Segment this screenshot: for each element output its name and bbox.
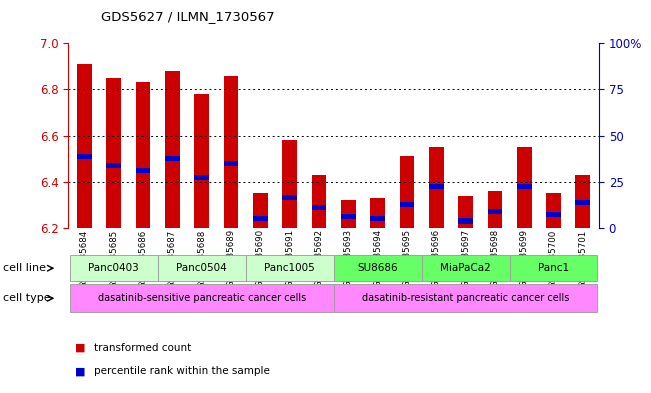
Bar <box>341 200 355 228</box>
Bar <box>370 216 385 221</box>
Bar <box>341 214 355 219</box>
Bar <box>488 191 502 228</box>
Bar <box>283 195 297 200</box>
Bar <box>429 184 443 189</box>
Bar <box>77 154 92 159</box>
Bar <box>253 193 268 228</box>
Bar <box>312 205 326 210</box>
Bar <box>77 64 92 228</box>
Bar <box>165 71 180 228</box>
Bar <box>517 147 531 228</box>
Bar <box>458 219 473 224</box>
Bar <box>165 156 180 161</box>
Bar <box>370 198 385 228</box>
Text: Panc1: Panc1 <box>538 263 569 273</box>
Text: ■: ■ <box>75 366 85 376</box>
Bar <box>136 83 150 228</box>
Bar <box>546 211 561 217</box>
Bar <box>458 196 473 228</box>
Text: Panc0504: Panc0504 <box>176 263 227 273</box>
Bar <box>195 174 209 180</box>
Text: percentile rank within the sample: percentile rank within the sample <box>94 366 270 376</box>
Bar <box>400 202 414 208</box>
Bar <box>575 175 590 228</box>
Bar <box>224 161 238 166</box>
Bar <box>546 193 561 228</box>
Bar <box>283 140 297 228</box>
Text: MiaPaCa2: MiaPaCa2 <box>440 263 491 273</box>
Bar <box>107 163 121 168</box>
Bar <box>224 75 238 228</box>
Text: dasatinib-resistant pancreatic cancer cells: dasatinib-resistant pancreatic cancer ce… <box>362 293 569 303</box>
Bar <box>488 209 502 214</box>
Bar <box>136 168 150 173</box>
Bar <box>575 200 590 205</box>
Text: cell line: cell line <box>3 263 46 273</box>
Text: GDS5627 / ILMN_1730567: GDS5627 / ILMN_1730567 <box>101 10 275 23</box>
Text: Panc0403: Panc0403 <box>89 263 139 273</box>
Bar <box>107 78 121 228</box>
Bar <box>517 184 531 189</box>
Bar <box>429 147 443 228</box>
Text: SU8686: SU8686 <box>357 263 398 273</box>
Text: cell type: cell type <box>3 293 51 303</box>
Bar <box>253 216 268 221</box>
Bar <box>312 175 326 228</box>
Bar <box>400 156 414 228</box>
Text: transformed count: transformed count <box>94 343 191 353</box>
Bar <box>195 94 209 228</box>
Text: ■: ■ <box>75 343 85 353</box>
Text: Panc1005: Panc1005 <box>264 263 315 273</box>
Text: dasatinib-sensitive pancreatic cancer cells: dasatinib-sensitive pancreatic cancer ce… <box>98 293 306 303</box>
